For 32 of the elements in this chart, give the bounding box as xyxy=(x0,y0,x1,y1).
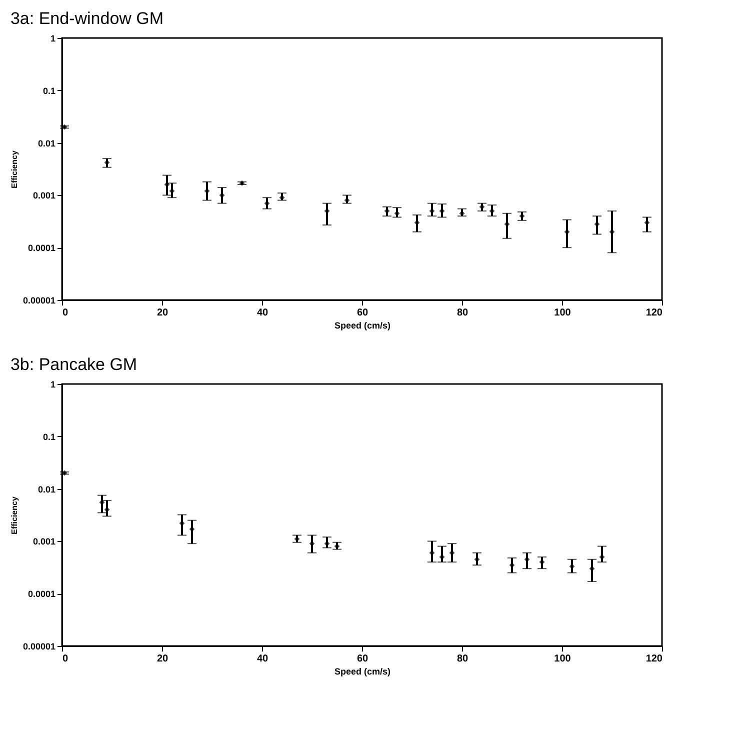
y-tick-label: 0.1 xyxy=(42,432,56,442)
y-tick-label: 0.01 xyxy=(38,484,56,494)
y-tick-label: 1 xyxy=(50,380,56,390)
x-tick-label: 120 xyxy=(646,654,663,664)
y-tick-label: 0.00001 xyxy=(22,296,56,306)
y-tick-label: 0.001 xyxy=(32,190,56,201)
x-axis-title: Speed (cm/s) xyxy=(334,320,391,330)
y-tick-label: 1 xyxy=(50,34,56,44)
y-tick-label: 0.001 xyxy=(32,536,56,547)
x-tick-label: 60 xyxy=(356,308,368,318)
y-axis-title: Efficiency xyxy=(10,150,19,188)
chart-title: 3a: End-window GM xyxy=(10,9,164,28)
x-tick-label: 40 xyxy=(256,654,268,664)
x-tick-label: 20 xyxy=(156,654,168,664)
x-tick-label: 80 xyxy=(456,654,468,664)
x-axis-title: Speed (cm/s) xyxy=(334,666,391,676)
x-tick-label: 100 xyxy=(554,308,572,318)
x-tick-label: 100 xyxy=(554,654,572,664)
y-tick-label: 0.00001 xyxy=(22,642,56,652)
y-tick-label: 0.0001 xyxy=(28,589,56,600)
y-tick-label: 0.01 xyxy=(38,138,56,148)
x-tick-label: 20 xyxy=(156,308,168,318)
x-tick-label: 120 xyxy=(646,308,663,318)
x-tick-label: 0 xyxy=(62,654,68,664)
y-tick-label: 0.0001 xyxy=(28,243,56,254)
chart-title: 3b: Pancake GM xyxy=(10,355,138,374)
x-tick-label: 80 xyxy=(456,308,468,318)
x-tick-label: 0 xyxy=(62,308,68,318)
x-tick-label: 40 xyxy=(256,308,268,318)
y-tick-label: 0.1 xyxy=(42,86,56,96)
x-tick-label: 60 xyxy=(356,654,368,664)
y-axis-title: Efficiency xyxy=(10,496,19,534)
